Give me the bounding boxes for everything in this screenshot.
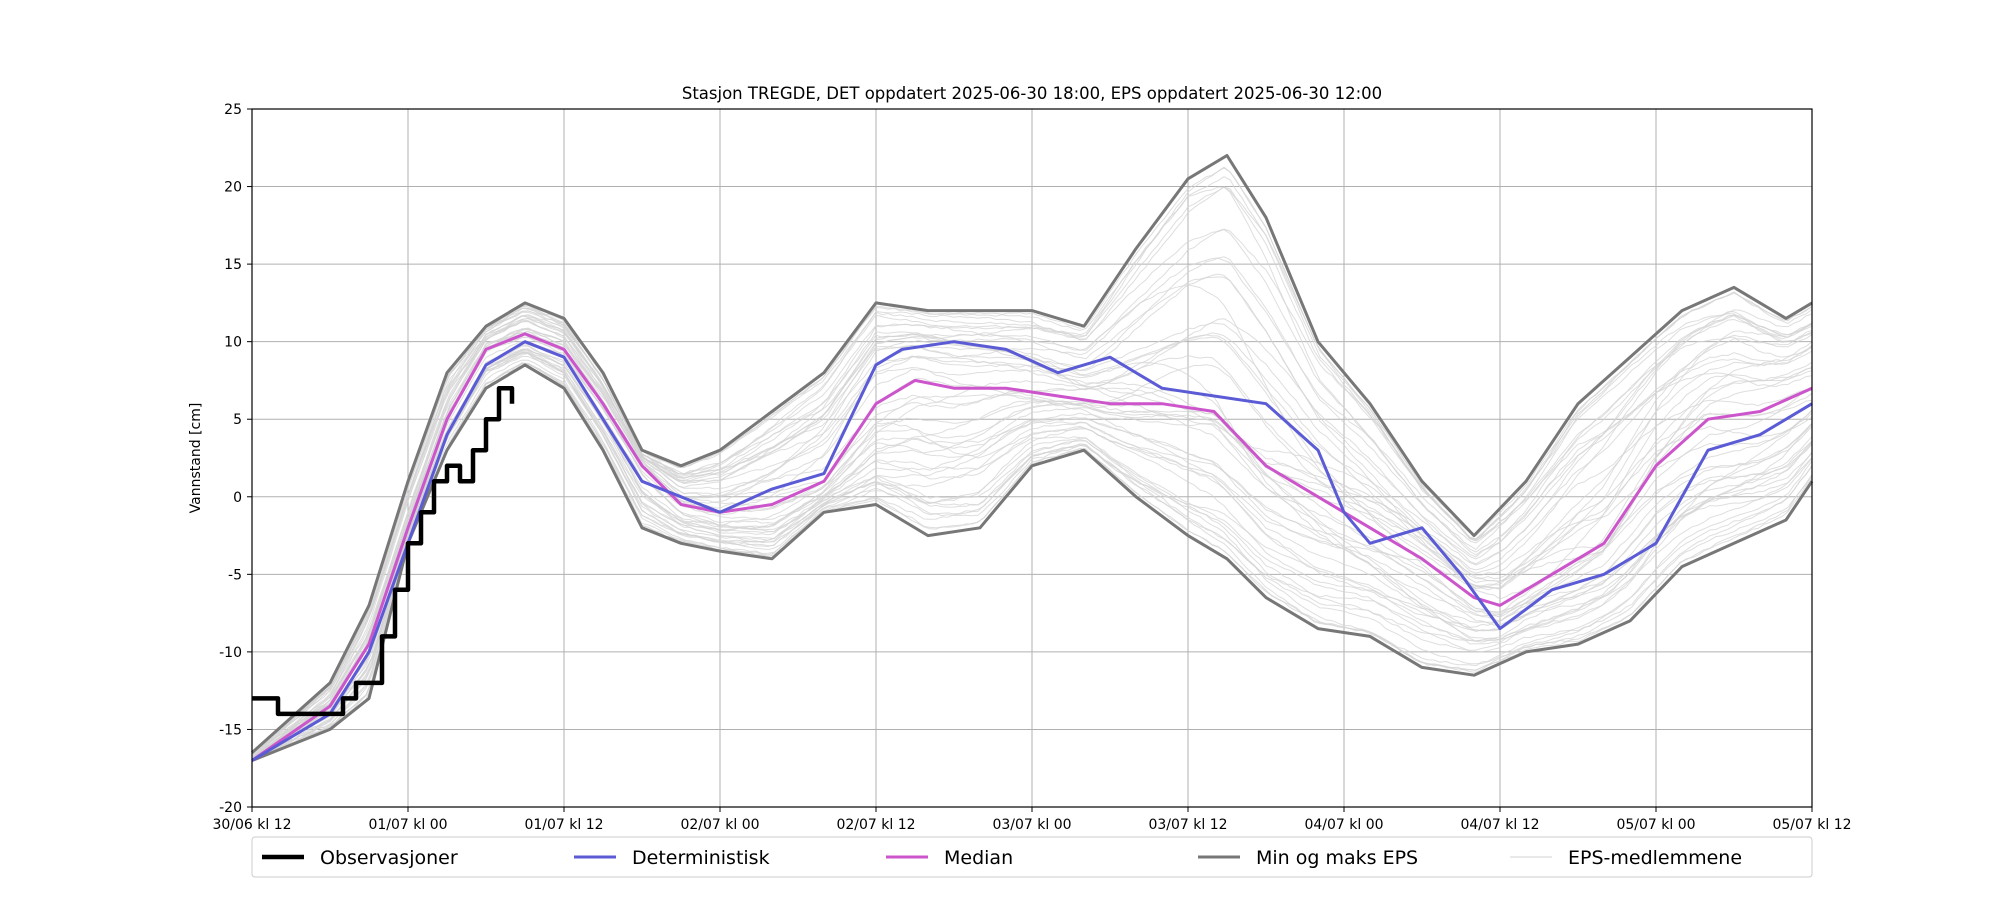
legend-label: Median: [944, 847, 1013, 869]
eps-member-line: [251, 314, 1813, 758]
legend-label: Min og maks EPS: [1256, 847, 1418, 869]
eps-max-line: [250, 154, 1813, 754]
eps-member-line: [251, 186, 1813, 755]
eps-member-line: [251, 351, 1813, 761]
eps-member-line: [251, 352, 1813, 762]
chart-title: Stasjon TREGDE, DET oppdatert 2025-06-30…: [682, 84, 1382, 103]
x-tick-label: 03/07 kl 12: [1148, 817, 1227, 833]
eps-member-line: [251, 356, 1813, 762]
y-tick-label: 10: [224, 335, 242, 351]
eps-member-line: [251, 363, 1813, 762]
eps-member-line: [251, 311, 1813, 759]
y-tick-label: 25: [224, 102, 242, 118]
y-tick-label: -15: [219, 722, 242, 738]
eps-member-line: [251, 362, 1813, 761]
y-tick-label: 15: [224, 257, 242, 273]
legend: Observasjoner Deterministisk Median Min og …: [251, 836, 1813, 878]
eps-member-line: [251, 322, 1813, 759]
x-tick-label: 01/07 kl 00: [368, 817, 447, 833]
y-axis-ticks: -20 -15 -10 -5 0 5 10 15 20 25: [219, 102, 252, 816]
series-lines: [250, 154, 1814, 762]
x-tick-label: 03/07 kl 00: [992, 817, 1071, 833]
eps-member-line: [251, 362, 1813, 761]
y-tick-label: -20: [219, 800, 242, 816]
x-tick-label: 02/07 kl 12: [836, 817, 915, 833]
eps-member-line: [251, 331, 1813, 762]
y-tick-label: 20: [224, 180, 242, 196]
legend-label: EPS-medlemmene: [1568, 847, 1742, 869]
legend-label: Observasjoner: [320, 847, 458, 869]
y-tick-label: -5: [228, 567, 242, 583]
eps-member-line: [251, 320, 1813, 760]
x-tick-label: 04/07 kl 12: [1460, 817, 1539, 833]
eps-member-line: [251, 284, 1813, 759]
x-tick-label: 05/07 kl 00: [1616, 817, 1695, 833]
eps-member-line: [251, 340, 1813, 762]
x-tick-label: 30/06 kl 12: [212, 817, 291, 833]
x-tick-label: 04/07 kl 00: [1304, 817, 1383, 833]
eps-member-line: [251, 359, 1813, 762]
legend-box: [251, 836, 1813, 878]
eps-member-line: [251, 276, 1813, 756]
eps-member-line: [251, 333, 1813, 760]
grid-lines: [251, 108, 1813, 808]
y-tick-label: 5: [233, 412, 242, 428]
y-axis-label: Vannstand [cm]: [188, 403, 204, 514]
eps-member-line: [251, 228, 1813, 754]
eps-member-line: [251, 186, 1813, 754]
legend-label: Deterministisk: [632, 847, 770, 869]
median-line: [251, 332, 1813, 762]
eps-member-line: [251, 336, 1813, 760]
deterministic-line: [251, 340, 1813, 762]
y-tick-label: 0: [233, 490, 242, 506]
eps-member-line: [251, 349, 1813, 761]
eps-member-line: [251, 348, 1813, 761]
eps-min-line: [251, 363, 1814, 762]
y-tick-label: -10: [219, 645, 242, 661]
x-tick-label: 01/07 kl 12: [524, 817, 603, 833]
eps-member-line: [251, 349, 1813, 761]
x-tick-label: 05/07 kl 12: [1772, 817, 1851, 833]
x-tick-label: 02/07 kl 00: [680, 817, 759, 833]
eps-member-line: [251, 327, 1813, 762]
observations-line: [252, 385, 515, 717]
x-axis-ticks: 30/06 kl 12 01/07 kl 00 01/07 kl 12 02/07 k…: [212, 807, 1852, 833]
